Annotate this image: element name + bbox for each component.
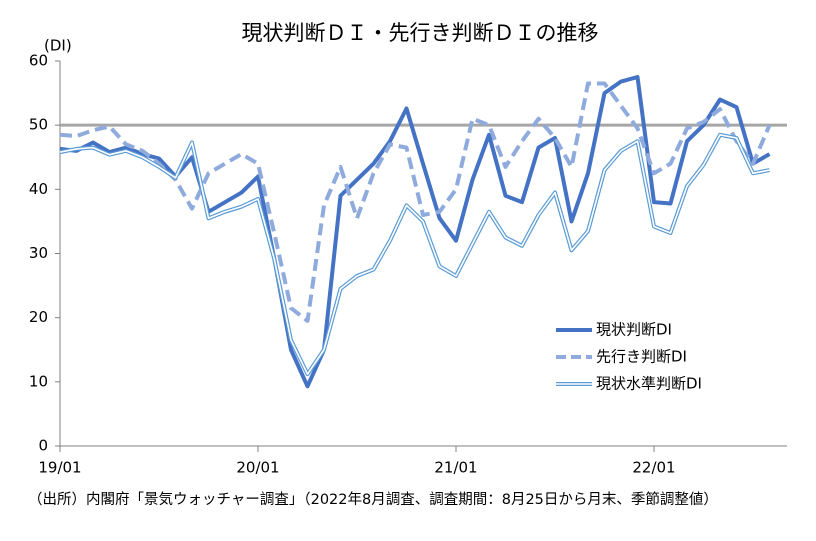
y-tick-label: 10: [29, 372, 48, 390]
x-tick-label: 19/01: [38, 459, 81, 477]
footnote: （出所）内閣府「景気ウォッチャー調査」（2022年8月調査、調査期間：8月25日…: [28, 490, 718, 508]
y-axis-label: (DI): [44, 37, 72, 55]
x-tick-label: 21/01: [434, 459, 477, 477]
legend-label: 現状判断DI: [596, 321, 672, 339]
x-tick-label: 20/01: [236, 459, 279, 477]
x-tick-label: 22/01: [632, 459, 675, 477]
y-tick-label: 40: [29, 180, 48, 198]
y-tick-label: 30: [29, 244, 48, 262]
series-line-inner: [59, 133, 770, 375]
legend-label: 先行き判断DI: [596, 348, 687, 366]
y-tick-label: 0: [38, 437, 48, 455]
y-tick-label: 60: [29, 52, 48, 70]
chart-title: 現状判断ＤＩ・先行き判断ＤＩの推移: [242, 21, 599, 45]
y-tick-label: 20: [29, 308, 48, 326]
y-tick-label: 50: [29, 116, 48, 134]
legend-label: 現状水準判断DI: [596, 375, 702, 393]
series-line: [59, 81, 772, 323]
